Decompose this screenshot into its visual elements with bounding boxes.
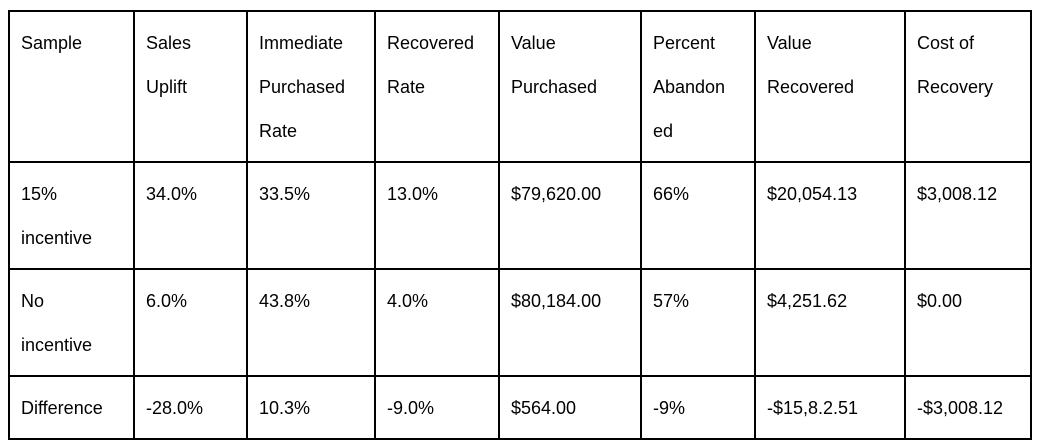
table-cell: -28.0% — [133, 375, 248, 440]
header-cell-value-purchased: Value Purchased — [498, 10, 642, 163]
incentive-comparison-table: Sample Sales Uplift Immediate Purchased … — [8, 10, 1032, 440]
table-cell: $4,251.62 — [754, 268, 906, 377]
table-cell: $3,008.12 — [904, 161, 1032, 270]
header-cell-sample: Sample — [8, 10, 135, 163]
header-cell-recovered-rate: Recovered Rate — [374, 10, 500, 163]
table-cell: 66% — [640, 161, 756, 270]
table-body: 15% incentive 34.0% 33.5% 13.0% $79,620.… — [8, 161, 1032, 440]
table-cell: 4.0% — [374, 268, 500, 377]
table-cell: -$15,8.2.51 — [754, 375, 906, 440]
row-label: Difference — [8, 375, 135, 440]
table-cell: -9.0% — [374, 375, 500, 440]
table-cell: 43.8% — [246, 268, 376, 377]
header-cell-value-recovered: Value Recovered — [754, 10, 906, 163]
table-row-no-incentive: No incentive 6.0% 43.8% 4.0% $80,184.00 … — [8, 268, 1032, 377]
header-cell-percent-abandoned: Percent Abandon ed — [640, 10, 756, 163]
table-row-difference: Difference -28.0% 10.3% -9.0% $564.00 -9… — [8, 375, 1032, 440]
table-cell: 57% — [640, 268, 756, 377]
header-cell-cost-of-recovery: Cost of Recovery — [904, 10, 1032, 163]
row-label: No incentive — [8, 268, 135, 377]
table-cell: $564.00 — [498, 375, 642, 440]
header-cell-immediate-purchased-rate: Immediate Purchased Rate — [246, 10, 376, 163]
table-cell: $20,054.13 — [754, 161, 906, 270]
table-cell: $0.00 — [904, 268, 1032, 377]
table-header: Sample Sales Uplift Immediate Purchased … — [8, 10, 1032, 163]
table-cell: 33.5% — [246, 161, 376, 270]
table-cell: $79,620.00 — [498, 161, 642, 270]
table-cell: 34.0% — [133, 161, 248, 270]
row-label: 15% incentive — [8, 161, 135, 270]
table-cell: -$3,008.12 — [904, 375, 1032, 440]
table-row-15-incentive: 15% incentive 34.0% 33.5% 13.0% $79,620.… — [8, 161, 1032, 270]
table-cell: 10.3% — [246, 375, 376, 440]
table-cell: $80,184.00 — [498, 268, 642, 377]
table-cell: 13.0% — [374, 161, 500, 270]
table-cell: -9% — [640, 375, 756, 440]
header-row: Sample Sales Uplift Immediate Purchased … — [8, 10, 1032, 163]
table-cell: 6.0% — [133, 268, 248, 377]
header-cell-sales-uplift: Sales Uplift — [133, 10, 248, 163]
